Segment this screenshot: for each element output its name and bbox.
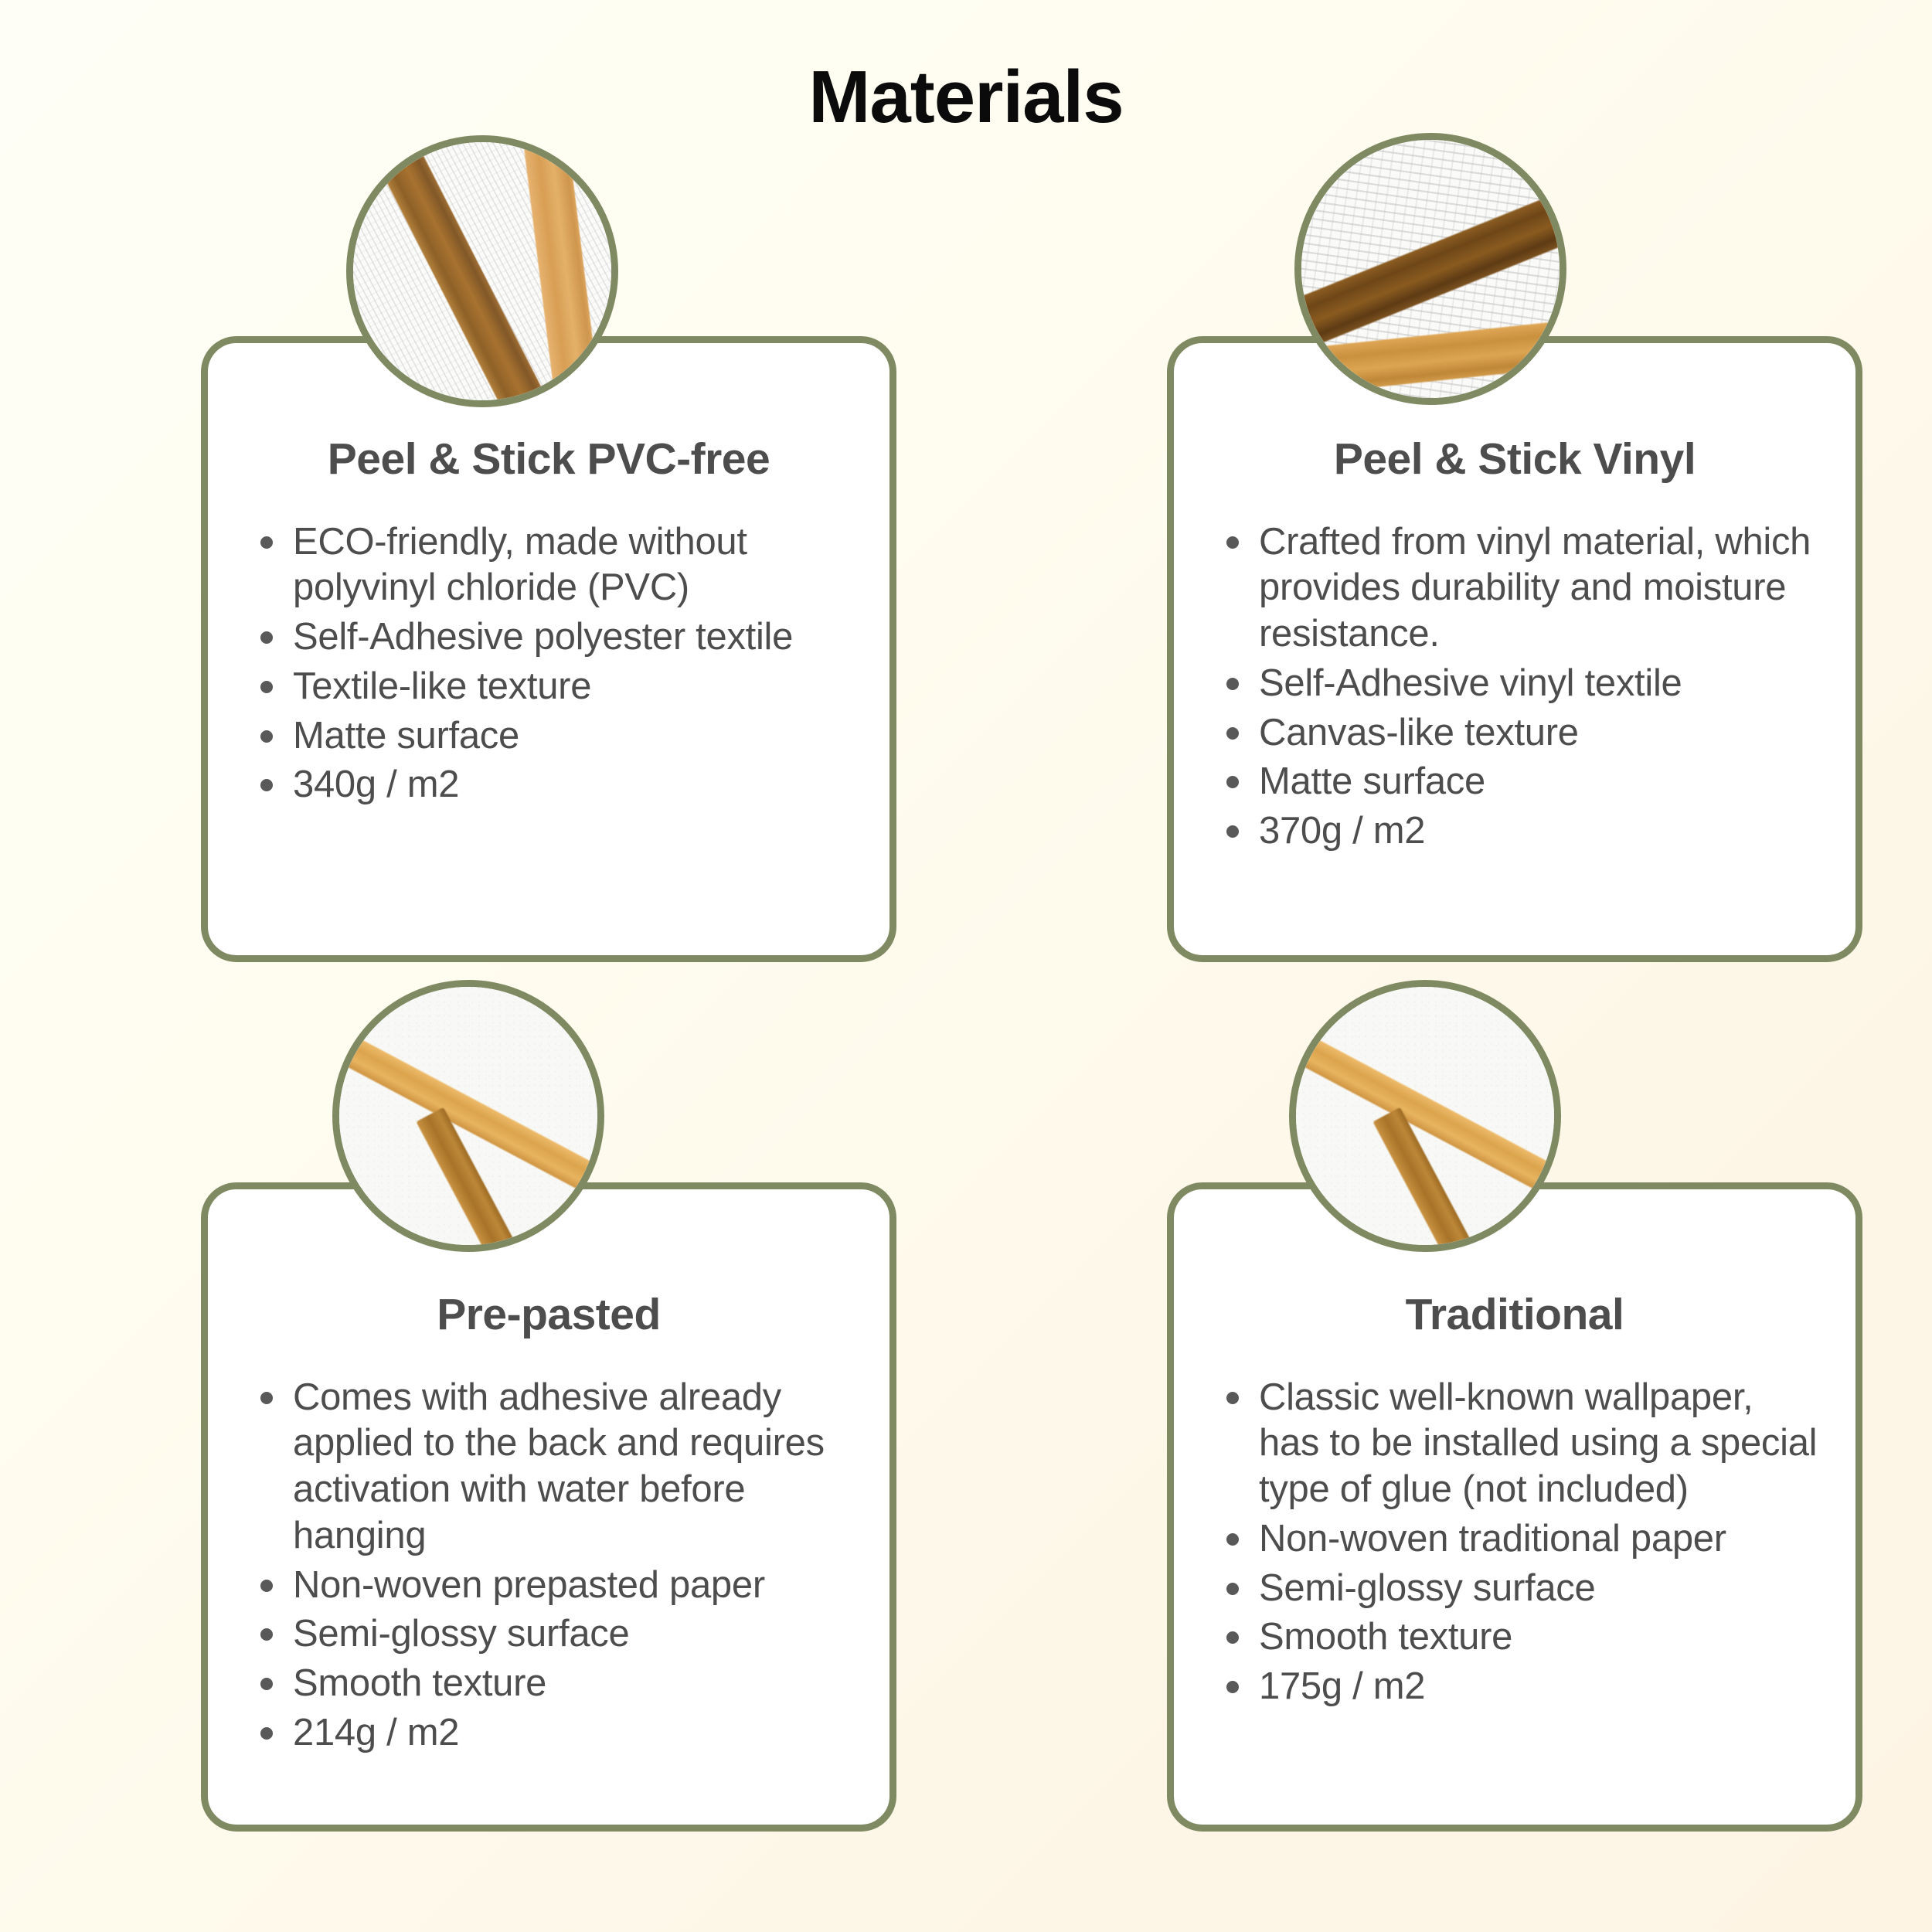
card-title: Peel & Stick PVC-free <box>327 434 770 484</box>
swatch-image <box>1301 140 1560 398</box>
fabric-texture-swatch-traditional <box>1289 980 1561 1252</box>
feature-list: ECO-friendly, made without polyvinyl chl… <box>239 519 859 809</box>
card-title: Traditional <box>1405 1290 1624 1339</box>
list-item: Self-Adhesive vinyl textile <box>1219 661 1820 707</box>
card-title: Pre-pasted <box>437 1290 661 1339</box>
list-item: ECO-friendly, made without polyvinyl chl… <box>253 519 854 612</box>
list-item: 214g / m2 <box>253 1710 854 1757</box>
list-item: Smooth texture <box>1219 1614 1820 1661</box>
material-cell-pre-pasted: Pre-pasted Comes with adhesive already a… <box>0 966 966 1932</box>
swatch-image <box>1296 987 1554 1245</box>
material-cell-peel-stick-vinyl: Peel & Stick Vinyl Crafted from vinyl ma… <box>966 0 1932 966</box>
material-card-pre-pasted: Pre-pasted Comes with adhesive already a… <box>201 1182 896 1832</box>
list-item: Crafted from vinyl material, which provi… <box>1219 519 1820 658</box>
list-item: Canvas-like texture <box>1219 710 1820 757</box>
swatch-image <box>353 142 611 400</box>
list-item: Textile-like texture <box>253 664 854 710</box>
list-item: 370g / m2 <box>1219 808 1820 855</box>
feature-list: Classic well-known wallpaper, has to be … <box>1205 1375 1825 1710</box>
list-item: Semi-glossy surface <box>253 1611 854 1658</box>
list-item: Semi-glossy surface <box>1219 1566 1820 1612</box>
fabric-texture-swatch-vinyl <box>1294 133 1566 405</box>
material-card-peel-stick-vinyl: Peel & Stick Vinyl Crafted from vinyl ma… <box>1167 336 1862 962</box>
swatch-image <box>339 987 597 1245</box>
list-item: Self-Adhesive polyester textile <box>253 614 854 661</box>
material-card-peel-stick-pvc-free: Peel & Stick PVC-free ECO-friendly, made… <box>201 336 896 962</box>
card-title: Peel & Stick Vinyl <box>1333 434 1696 484</box>
list-item: Matte surface <box>253 713 854 760</box>
list-item: Classic well-known wallpaper, has to be … <box>1219 1375 1820 1513</box>
list-item: Non-woven prepasted paper <box>253 1563 854 1609</box>
material-cell-peel-stick-pvc-free: Peel & Stick PVC-free ECO-friendly, made… <box>0 0 966 966</box>
feature-list: Comes with adhesive already applied to t… <box>239 1375 859 1757</box>
page-title: Materials <box>808 56 1124 138</box>
fabric-texture-swatch-pvc-free <box>346 135 618 407</box>
list-item: Smooth texture <box>253 1661 854 1707</box>
list-item: Non-woven traditional paper <box>1219 1516 1820 1563</box>
list-item: Comes with adhesive already applied to t… <box>253 1375 854 1560</box>
material-card-traditional: Traditional Classic well-known wallpaper… <box>1167 1182 1862 1832</box>
list-item: 340g / m2 <box>253 762 854 808</box>
material-cell-traditional: Traditional Classic well-known wallpaper… <box>966 966 1932 1932</box>
list-item: Matte surface <box>1219 759 1820 805</box>
feature-list: Crafted from vinyl material, which provi… <box>1205 519 1825 855</box>
fabric-texture-swatch-pre-pasted <box>332 980 604 1252</box>
list-item: 175g / m2 <box>1219 1664 1820 1710</box>
